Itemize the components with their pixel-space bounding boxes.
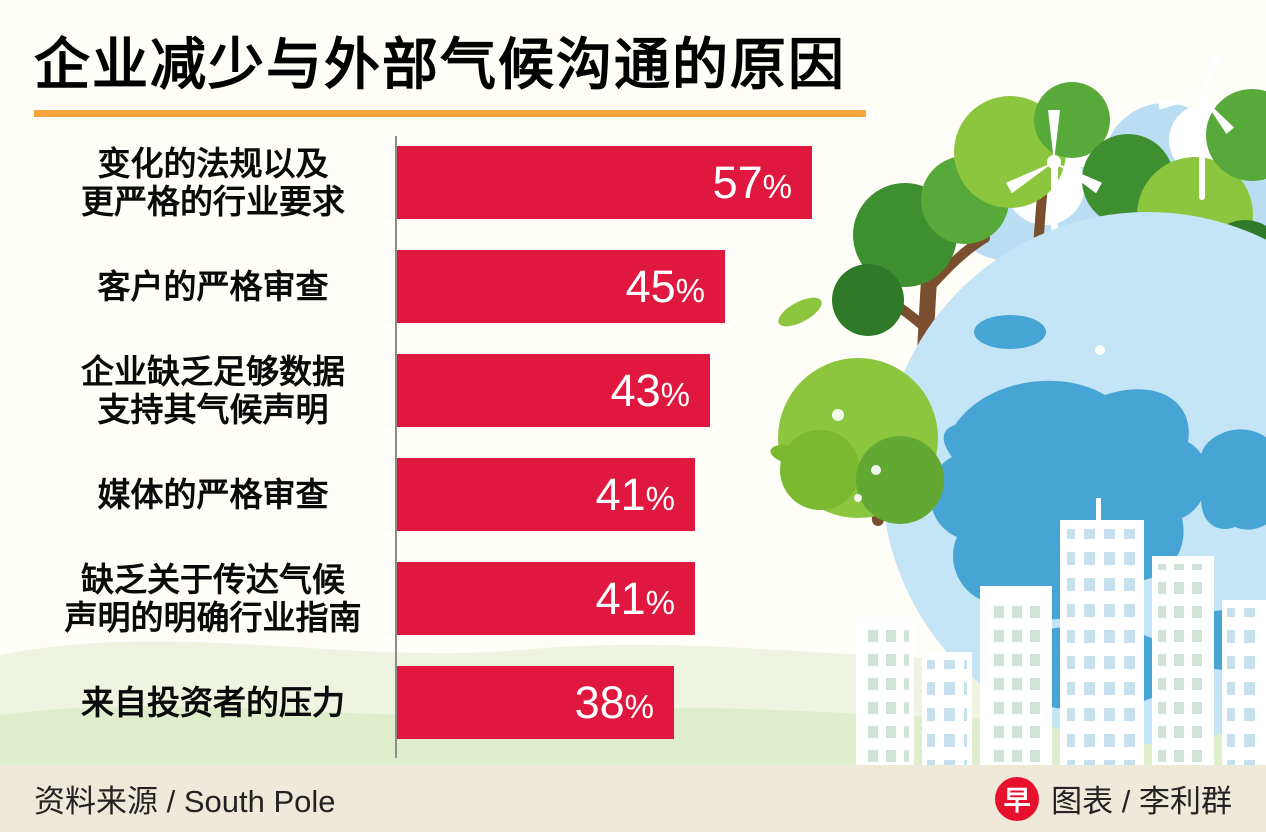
bar-value: 57% <box>712 156 792 208</box>
bar-label: 媒体的严格审查 <box>97 475 329 513</box>
bar-value: 38% <box>574 676 654 728</box>
bar-value: 45% <box>625 260 705 312</box>
bar-label: 企业缺乏足够数据 支持其气候声明 <box>81 352 345 428</box>
bar-value: 41% <box>595 468 675 520</box>
page-title: 企业减少与外部气候沟通的原因 <box>34 33 846 96</box>
buildings-icon <box>856 498 1266 766</box>
round-tree-icon <box>778 358 944 526</box>
bar-row: 客户的严格审查 45% <box>0 250 812 323</box>
bar-label: 来自投资者的压力 <box>81 683 345 721</box>
bar: 43% <box>397 354 710 427</box>
zaobao-logo-icon: 早 <box>995 776 1040 821</box>
bar-row: 缺乏关于传达气候 声明的明确行业指南 41% <box>0 560 812 636</box>
bar: 41% <box>397 458 695 531</box>
logo-glyph: 早 <box>1003 786 1031 816</box>
bar-row: 来自投资者的压力 38% <box>0 666 812 739</box>
source-label: 资料来源 / South Pole <box>34 784 336 819</box>
bar-value: 41% <box>595 572 675 624</box>
axis-line <box>395 136 397 758</box>
footer-strip <box>0 765 1266 832</box>
bar: 45% <box>397 250 725 323</box>
bar-row: 媒体的严格审查 41% <box>0 458 812 531</box>
bar: 38% <box>397 666 674 739</box>
footer: 资料来源 / South Pole 早 图表 / 李利群 <box>0 765 1266 832</box>
bar-label: 客户的严格审查 <box>97 267 329 305</box>
bar-chart: 变化的法规以及 更严格的行业要求 57% 客户的严格审查 45% 企业缺乏足够数… <box>0 144 812 739</box>
bar: 41% <box>397 562 695 635</box>
credit: 早 图表 / 李利群 <box>995 776 1232 821</box>
bar-label: 缺乏关于传达气候 声明的明确行业指南 <box>64 560 362 636</box>
bar-row: 变化的法规以及 更严格的行业要求 57% <box>0 144 812 220</box>
bar-value: 43% <box>610 364 690 416</box>
leaf-icon <box>770 297 822 465</box>
title-underline <box>34 110 866 117</box>
bar-row: 企业缺乏足够数据 支持其气候声明 43% <box>0 352 812 428</box>
bar: 57% <box>397 146 812 219</box>
bar-label: 变化的法规以及 更严格的行业要求 <box>81 144 345 220</box>
credit-label: 图表 / 李利群 <box>1051 784 1232 819</box>
